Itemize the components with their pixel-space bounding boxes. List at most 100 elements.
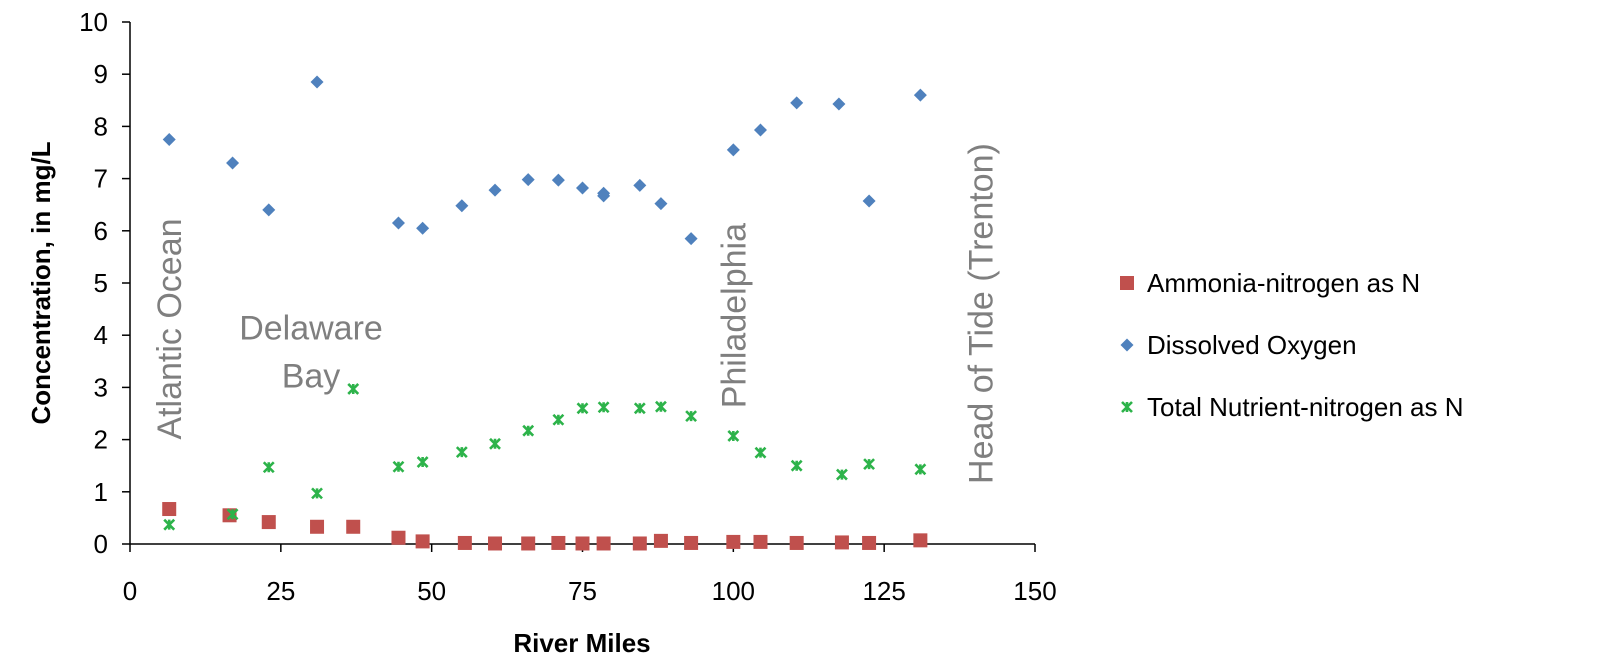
y-tick-label: 9 [94,59,108,89]
annotation-label: Delaware Bay [239,309,383,395]
data-point [727,430,740,442]
data-point [726,143,740,157]
data-point [311,487,323,500]
data-point [457,535,472,550]
y-tick-label: 7 [94,164,108,194]
data-point [832,97,846,111]
x-axis-title: River Miles [513,628,650,658]
data-point [862,535,877,550]
data-point [596,536,611,551]
data-point [488,536,503,551]
data-point [226,508,239,521]
data-point [913,88,927,102]
data-point [162,132,176,146]
data-point [310,75,324,89]
data-point [552,413,565,426]
legend-marker [1121,401,1133,413]
data-point [753,123,767,137]
data-point [415,534,430,549]
x-tick-label: 25 [266,576,295,606]
data-point [914,463,927,476]
data-point [790,96,804,110]
y-tick-label: 5 [94,268,108,298]
data-point [863,458,876,471]
series-2 [162,75,927,246]
x-tick-label: 75 [568,576,597,606]
y-tick-label: 1 [94,477,108,507]
data-point [261,515,276,530]
annotations: Atlantic Ocean Delaware Bay Philadelphia Hea… [151,143,1000,484]
data-point [391,216,405,230]
data-point [597,401,610,414]
data-point [455,199,469,213]
y-tick-label: 3 [94,372,108,402]
data-point [633,178,647,192]
data-point [913,533,928,548]
series-3 [163,383,927,531]
data-point [391,530,406,545]
y-tick-label: 8 [94,111,108,141]
data-point [576,402,589,415]
data-point [392,460,405,473]
legend-label: Total Nutrient-nitrogen as N [1147,392,1463,422]
data-points [162,75,928,551]
data-point [726,534,741,549]
x-tick-label: 100 [712,576,755,606]
data-point [655,400,667,413]
data-point [310,519,325,534]
y-tick-label: 2 [94,425,108,455]
data-point [347,383,360,395]
y-tick-label: 10 [79,7,108,37]
legend-marker [1120,276,1134,290]
data-point [754,446,767,459]
data-point [521,173,535,187]
data-point [262,461,275,474]
data-point [790,459,803,472]
data-point [455,446,468,459]
data-point [226,156,240,170]
x-tick-label: 150 [1013,576,1056,606]
y-axis-title: Concentration, in mg/L [26,141,56,424]
data-point [346,519,361,534]
data-point [416,221,430,235]
annotation-label: Atlantic Ocean [151,218,189,439]
x-tick-label: 125 [862,576,905,606]
data-point [575,536,590,551]
data-point [162,502,177,517]
legend: Ammonia-nitrogen as N Dissolved Oxygen Tot… [1120,268,1463,422]
data-point [551,173,565,187]
data-point [522,424,535,437]
y-tick-label: 6 [94,216,108,246]
data-point [597,189,611,203]
data-point [632,536,647,551]
data-point [576,181,589,195]
legend-marker [1120,338,1134,352]
annotation-label: Head of Tide (Trenton) [963,143,1001,484]
data-point [416,456,429,468]
data-point [789,535,804,550]
data-point [633,402,646,415]
y-tick-label: 4 [94,320,108,350]
data-point [551,535,566,550]
data-point [163,518,176,531]
series-1 [162,502,928,551]
data-point [753,534,768,549]
x-tick-label: 0 [123,576,137,606]
data-point [653,533,668,548]
legend-label: Dissolved Oxygen [1147,330,1357,360]
data-point [654,197,668,211]
data-point [834,535,849,550]
data-point [488,183,502,197]
data-point [489,437,501,450]
data-point [684,535,699,550]
data-point [521,536,536,551]
data-point [684,232,698,246]
data-point [836,468,848,481]
annotation-label: Philadelphia [715,223,753,408]
x-tick-label: 50 [417,576,446,606]
data-point [685,410,698,423]
data-point [262,203,276,217]
legend-label: Ammonia-nitrogen as N [1147,268,1420,298]
